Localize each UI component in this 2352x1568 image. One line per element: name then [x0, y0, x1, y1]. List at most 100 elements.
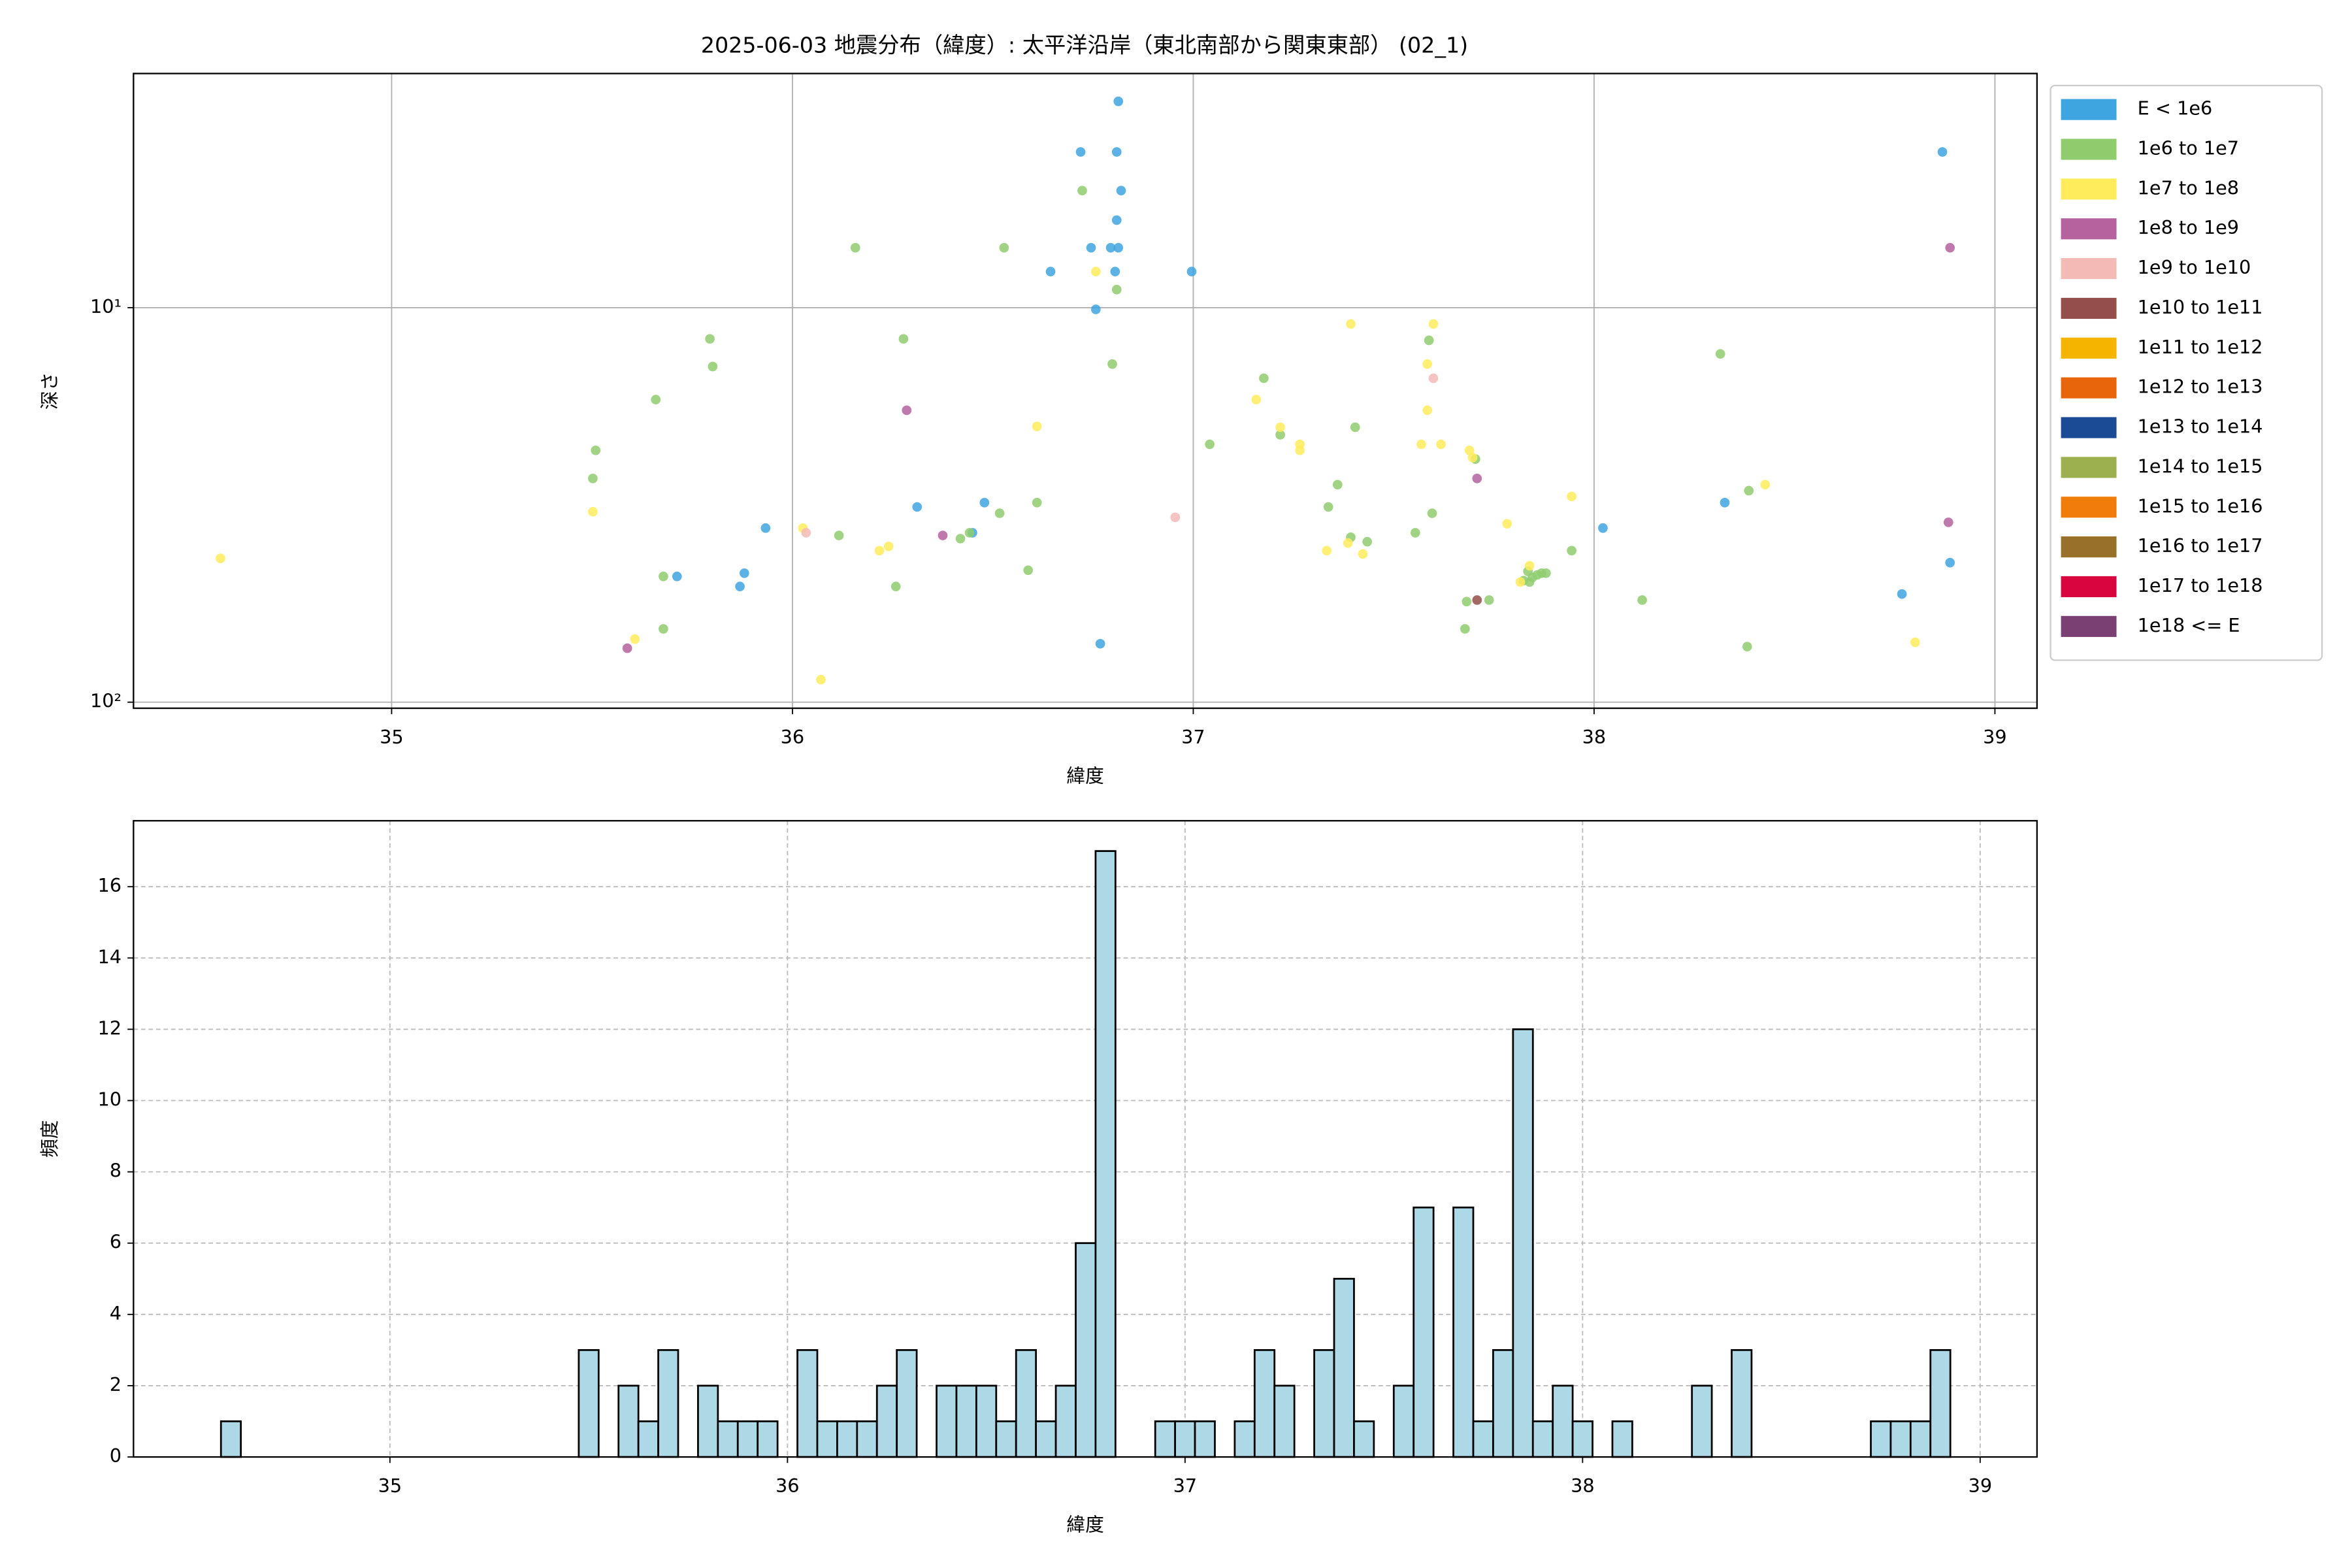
point: [1170, 512, 1181, 523]
point: [994, 508, 1005, 518]
point: [1422, 405, 1433, 416]
bar: [1531, 1420, 1554, 1458]
point: [816, 674, 826, 685]
point: [1111, 215, 1122, 225]
point: [1897, 589, 1907, 599]
y-tick-label: 10: [97, 1088, 122, 1111]
point: [1023, 565, 1034, 576]
bar: [1512, 1028, 1534, 1458]
point: [834, 531, 844, 540]
point: [898, 334, 909, 344]
bar: [717, 1420, 739, 1458]
legend-swatch: [2061, 139, 2117, 160]
point: [1467, 453, 1478, 463]
legend-swatch: [2061, 99, 2117, 120]
point: [1322, 546, 1332, 556]
bar: [578, 1349, 600, 1458]
point: [739, 568, 749, 578]
point: [1502, 519, 1512, 529]
point: [979, 497, 990, 508]
point: [588, 473, 598, 483]
point: [1032, 497, 1042, 508]
point: [1472, 473, 1482, 483]
bar: [1889, 1420, 1912, 1458]
bar: [796, 1349, 819, 1458]
legend-swatch: [2061, 576, 2117, 598]
y-tick-label: 0: [110, 1445, 122, 1467]
point: [1637, 595, 1647, 605]
bar: [1552, 1384, 1574, 1458]
point: [1484, 595, 1494, 605]
point: [1460, 624, 1470, 634]
point: [902, 405, 912, 416]
point: [1332, 480, 1343, 490]
point: [1091, 267, 1101, 276]
y-tick-label: 14: [97, 945, 122, 968]
bar: [1870, 1420, 1892, 1458]
point: [672, 571, 682, 581]
point: [1416, 439, 1426, 449]
bar: [1413, 1206, 1435, 1458]
bar: [1611, 1420, 1633, 1458]
point: [1524, 577, 1535, 587]
point: [1598, 523, 1608, 533]
point: [1358, 549, 1368, 559]
bar: [1452, 1206, 1475, 1458]
point: [1077, 186, 1087, 196]
point: [883, 542, 894, 551]
point: [760, 523, 771, 533]
legend-label: 1e7 to 1e8: [2138, 176, 2239, 199]
bar: [1691, 1384, 1713, 1458]
point: [1436, 439, 1446, 449]
point: [874, 546, 885, 556]
point: [1945, 557, 1955, 568]
bar: [1174, 1420, 1196, 1458]
point: [1943, 517, 1953, 527]
x-tick-label: 37: [1181, 726, 1205, 748]
y-tick-label: 10¹: [90, 295, 122, 318]
point: [1186, 267, 1197, 276]
point: [1275, 422, 1285, 433]
point: [1937, 147, 1948, 157]
point: [705, 334, 715, 344]
x-tick-label: 36: [776, 1475, 800, 1497]
bar: [637, 1420, 659, 1458]
plot-frame: [133, 73, 2038, 710]
point: [1472, 595, 1482, 605]
point: [1107, 359, 1117, 369]
legend-swatch: [2061, 258, 2117, 280]
point: [1113, 96, 1124, 106]
point: [1111, 284, 1122, 295]
point: [1346, 319, 1356, 329]
y-tick-label: 8: [110, 1160, 122, 1182]
x-tick-label: 37: [1173, 1475, 1198, 1497]
point: [1045, 267, 1056, 276]
y-axis-label: 頻度: [39, 1120, 61, 1157]
legend-label: 1e11 to 1e12: [2138, 336, 2263, 358]
point: [1910, 637, 1920, 647]
point: [890, 581, 901, 591]
point: [1428, 373, 1439, 384]
point: [1422, 359, 1433, 369]
point: [708, 361, 718, 372]
point: [1742, 642, 1752, 652]
point: [801, 528, 811, 538]
legend-swatch: [2061, 337, 2117, 359]
bar: [1233, 1420, 1256, 1458]
legend-label: 1e12 to 1e13: [2138, 376, 2263, 398]
bar: [1054, 1384, 1077, 1458]
bar: [757, 1420, 779, 1458]
point: [1720, 497, 1730, 508]
bar: [816, 1420, 838, 1458]
y-tick-label: 12: [97, 1017, 122, 1039]
y-tick-label: 16: [97, 874, 122, 896]
bar: [1472, 1420, 1494, 1458]
bar: [1035, 1420, 1057, 1458]
bar: [995, 1420, 1017, 1458]
x-tick-label: 38: [1571, 1475, 1595, 1497]
bar: [1154, 1420, 1176, 1458]
point: [1205, 439, 1215, 449]
bar: [975, 1384, 998, 1458]
point: [659, 571, 668, 581]
point: [1424, 335, 1434, 346]
